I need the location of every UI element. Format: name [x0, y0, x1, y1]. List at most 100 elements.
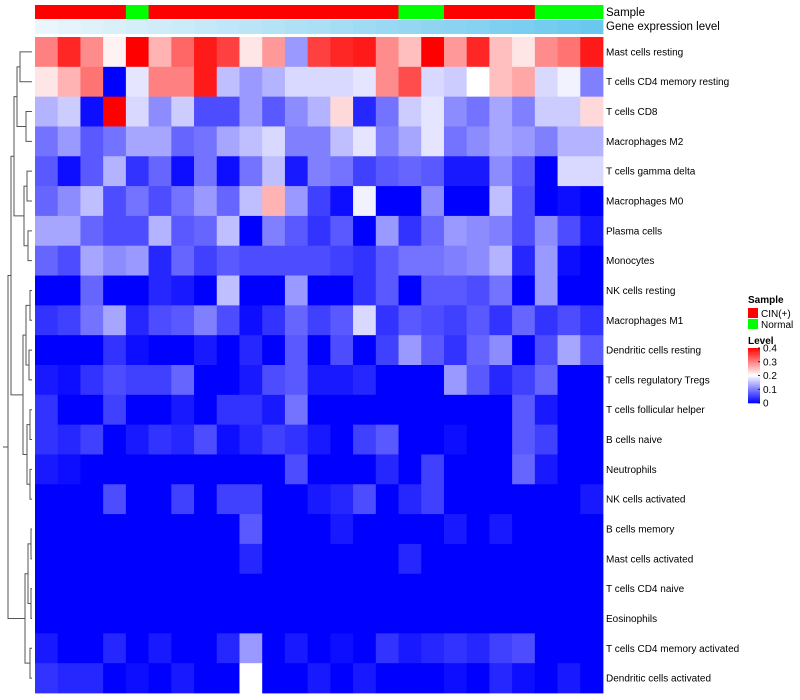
heatmap-cell — [148, 663, 172, 694]
row-label: Eosinophils — [606, 614, 657, 625]
heatmap-cell — [353, 454, 377, 485]
heatmap-cell — [353, 126, 377, 157]
heatmap-cell — [421, 603, 445, 634]
heatmap-cell — [580, 126, 604, 157]
heatmap-cell — [57, 37, 81, 68]
heatmap-cell — [57, 514, 81, 545]
heatmap-cell — [489, 305, 513, 336]
heatmap-cell — [194, 186, 218, 217]
heatmap-cell — [148, 394, 172, 426]
heatmap-cell — [171, 215, 195, 247]
colorbar-step — [748, 350, 760, 353]
expression-annotation-cell — [307, 20, 331, 34]
heatmap-cell — [239, 365, 263, 396]
heatmap-cell — [307, 454, 331, 485]
heatmap-cell — [262, 603, 286, 634]
heatmap-cell — [307, 663, 331, 694]
heatmap-cell — [80, 424, 104, 455]
sample-annotation-cell — [125, 5, 149, 19]
heatmap-cell — [512, 66, 536, 98]
expression-annotation-cell — [80, 20, 104, 34]
sample-annotation-cell — [443, 5, 468, 19]
heatmap-cell — [421, 156, 445, 187]
heatmap-cell — [398, 514, 422, 545]
heatmap-cell — [216, 245, 240, 276]
heatmap-cell — [489, 156, 513, 187]
heatmap-cell — [466, 37, 490, 68]
heatmap-cell — [194, 394, 218, 426]
heatmap-cell — [262, 96, 286, 127]
colorbar-step — [748, 387, 760, 390]
row-label: B cells memory — [606, 525, 674, 536]
heatmap-cell — [194, 573, 218, 604]
row-label: T cells gamma delta — [606, 167, 696, 178]
heatmap-cell — [171, 66, 195, 98]
expression-annotation-cell — [148, 20, 172, 34]
heatmap-cell — [171, 633, 195, 664]
heatmap-cell — [443, 126, 468, 157]
heatmap-cell — [398, 156, 422, 187]
heatmap-cell — [489, 335, 513, 366]
heatmap-cell — [512, 96, 536, 127]
heatmap-cell — [125, 484, 149, 515]
row-label: T cells regulatory Tregs — [606, 375, 710, 386]
heatmap-cell — [489, 66, 513, 98]
heatmap-cell — [171, 424, 195, 455]
heatmap-cell — [239, 514, 263, 545]
heatmap-cell — [125, 454, 149, 485]
heatmap-cell — [239, 215, 263, 247]
heatmap-cell — [262, 514, 286, 545]
colorbar-step — [748, 352, 760, 354]
heatmap-cell — [125, 186, 149, 217]
heatmap-cell — [239, 454, 263, 485]
heatmap-cell — [35, 424, 59, 455]
heatmap-cell — [35, 186, 59, 217]
heatmap-cell — [353, 66, 377, 98]
heatmap-cell — [421, 543, 445, 575]
heatmap-cell — [375, 633, 399, 664]
heatmap-cell — [239, 275, 263, 306]
heatmap-cell — [307, 156, 331, 187]
heatmap-cell — [557, 245, 581, 276]
row-label: T cells CD8 — [606, 107, 658, 118]
heatmap-cell — [194, 335, 218, 366]
heatmap-cell — [398, 365, 422, 396]
heatmap-cell — [307, 245, 331, 276]
heatmap-cell — [375, 603, 399, 634]
heatmap-cell — [148, 454, 172, 485]
heatmap-cell — [239, 603, 263, 634]
heatmap-cell — [103, 394, 127, 426]
heatmap-cell — [557, 305, 581, 336]
heatmap-cell — [353, 424, 377, 455]
heatmap-cell — [353, 245, 377, 276]
heatmap-cell — [307, 514, 331, 545]
sample-annotation-cell — [171, 5, 195, 19]
heatmap-cell — [171, 305, 195, 336]
heatmap-cell — [148, 305, 172, 336]
heatmap-cell — [330, 126, 354, 157]
heatmap-cell — [353, 96, 377, 127]
heatmap-cell — [35, 126, 59, 157]
heatmap-cell — [580, 424, 604, 455]
heatmap-cell — [557, 365, 581, 396]
heatmap-cell — [398, 215, 422, 247]
heatmap-cell — [557, 275, 581, 306]
heatmap-cell — [421, 394, 445, 426]
heatmap-cell — [557, 633, 581, 664]
heatmap-cell — [262, 335, 286, 366]
heatmap-cell — [103, 454, 127, 485]
row-label: Dendritic cells activated — [606, 674, 711, 685]
heatmap-cell — [443, 335, 468, 366]
heatmap-cell — [512, 156, 536, 187]
heatmap-cell — [57, 603, 81, 634]
colorbar-step — [748, 381, 760, 383]
heatmap-cell — [580, 186, 604, 217]
heatmap-cell — [534, 96, 558, 127]
heatmap-cell — [307, 275, 331, 306]
heatmap-cell — [194, 484, 218, 515]
sample-annotation-cell — [216, 5, 240, 19]
colorbar-step — [748, 348, 760, 350]
heatmap-cell — [194, 633, 218, 664]
heatmap-cell — [194, 454, 218, 485]
heatmap-cell — [375, 573, 399, 604]
